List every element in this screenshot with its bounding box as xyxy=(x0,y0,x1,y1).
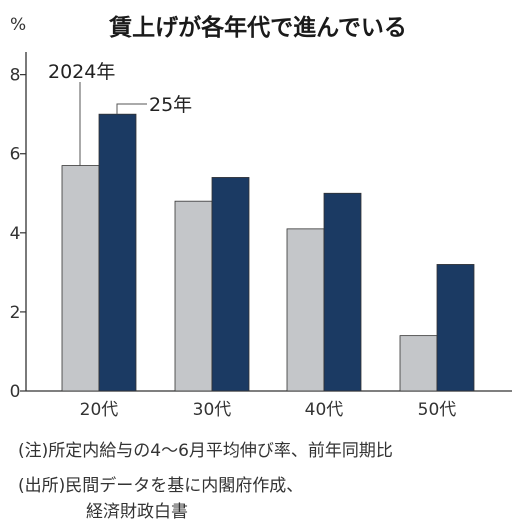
footnote: (注)所定内給与の4～6月平均伸び率、前年同期比 xyxy=(18,441,393,461)
x-tick-label: 30代 xyxy=(193,400,232,420)
y-tick-label: 4 xyxy=(10,224,21,244)
source-line-1: (出所)民間データを基に内閣府作成、 xyxy=(18,476,304,496)
y-unit-label: % xyxy=(10,15,26,35)
y-tick-label: 2 xyxy=(10,303,21,323)
bar-series1-1 xyxy=(61,165,100,392)
x-tick-label: 50代 xyxy=(418,400,457,420)
y-tick-label: 8 xyxy=(10,66,21,86)
y-tick-label: 0 xyxy=(10,382,21,402)
legend-label-series2: 25年 xyxy=(149,94,192,116)
bar-series2-1 xyxy=(98,113,137,392)
x-tick-label: 20代 xyxy=(80,400,119,420)
bar-series2-4 xyxy=(436,264,475,392)
bar-series2-3 xyxy=(323,192,362,392)
bar-series1-3 xyxy=(286,228,325,392)
chart-title: 賃上げが各年代で進んでいる xyxy=(108,14,407,41)
bar-series2-2 xyxy=(211,177,250,392)
y-tick-label: 6 xyxy=(10,145,21,165)
chart-marks: 0 2 4 6 8 20代 30代 40代 50代 2024年 25年 xyxy=(10,61,475,420)
bar-series1-2 xyxy=(174,200,213,392)
source-line-2: 経済財政白書 xyxy=(86,502,188,522)
bar-series1-4 xyxy=(399,335,438,392)
legend-leader-series2 xyxy=(116,103,147,115)
x-tick-label: 40代 xyxy=(305,400,344,420)
legend-label-series1: 2024年 xyxy=(48,61,115,83)
